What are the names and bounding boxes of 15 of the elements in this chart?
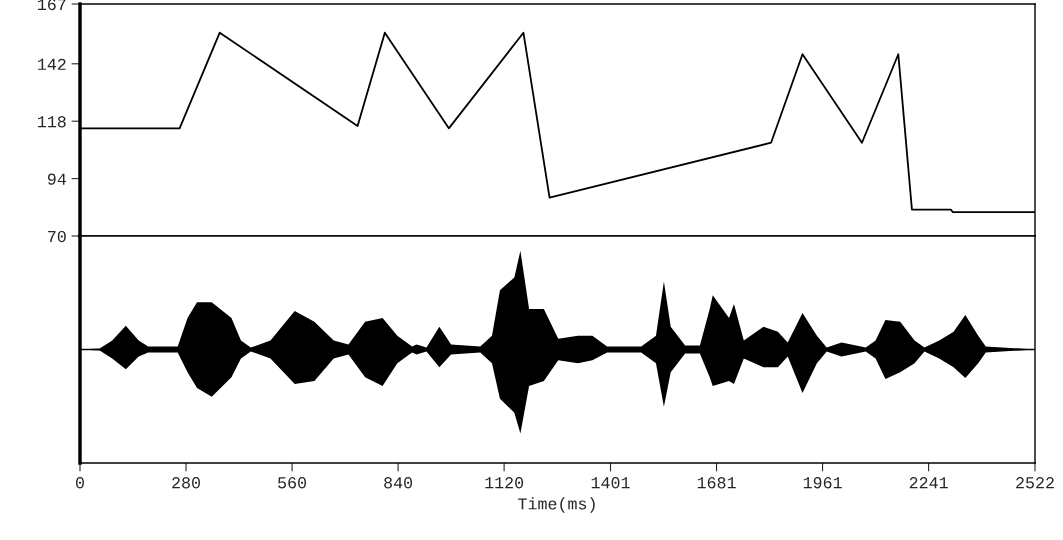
x-tick-label: 280 (172, 477, 200, 489)
x-tick-label: 2241 (909, 477, 948, 489)
x-tick-label: 1120 (485, 477, 524, 489)
x-axis-title: Time(ms) (518, 497, 595, 513)
x-tick-label: 560 (278, 477, 307, 489)
y-tick-label: 118 (38, 116, 66, 128)
x-tick-label: 0 (76, 477, 84, 489)
y-tick-label: 94 (47, 173, 66, 185)
x-tick-label: 2522 (1016, 477, 1054, 489)
y-tick-label: 142 (38, 58, 66, 70)
x-tick-label: 1401 (591, 477, 630, 489)
x-tick-label: 840 (384, 477, 413, 489)
y-tick-label: 70 (48, 230, 66, 243)
x-tick-label: 1681 (697, 477, 736, 489)
x-tick-label: 1961 (803, 477, 842, 489)
